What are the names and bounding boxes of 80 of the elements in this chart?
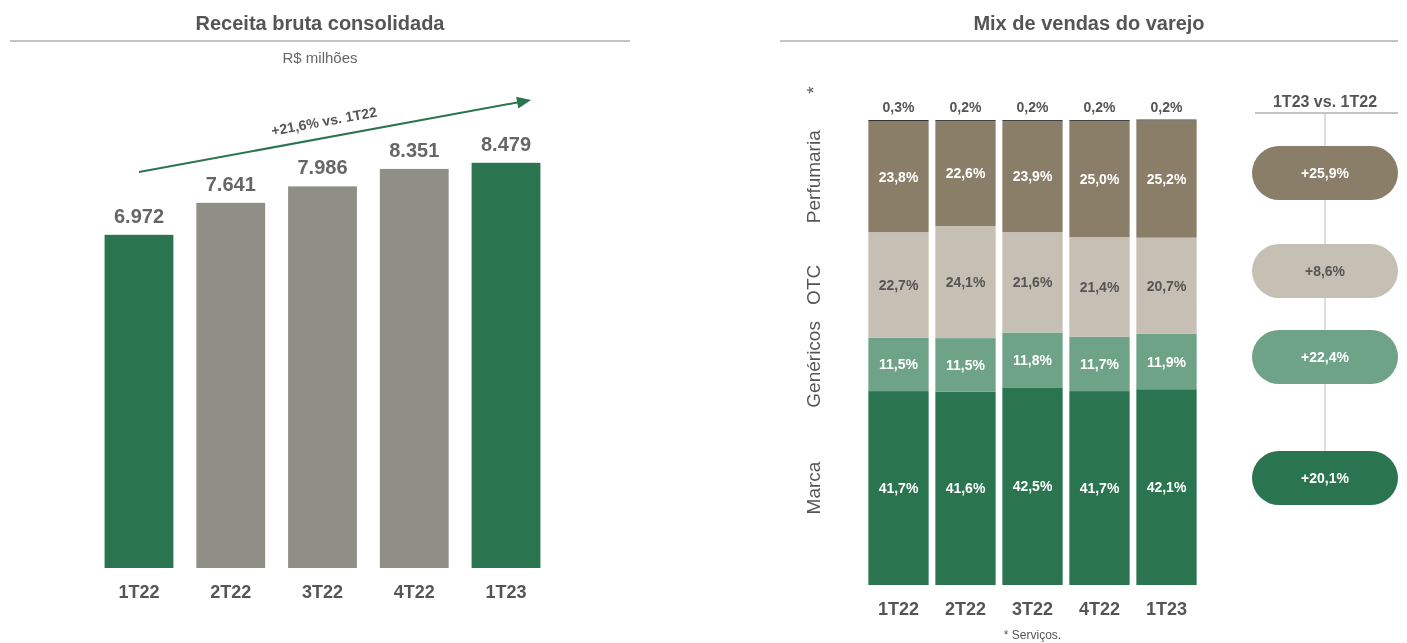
data-label: 11,5% bbox=[946, 356, 986, 373]
x-tick-label: 1T23 bbox=[1145, 598, 1188, 619]
data-label: 0,3% bbox=[882, 99, 915, 115]
bar bbox=[1002, 120, 1063, 233]
bar bbox=[1136, 120, 1197, 238]
bar bbox=[868, 391, 929, 585]
bar bbox=[1069, 237, 1130, 337]
data-label: 8.351 bbox=[389, 138, 440, 161]
data-label: 41,7% bbox=[878, 480, 919, 497]
chart-title: Receita bruta consolidada bbox=[195, 12, 446, 34]
text: * bbox=[803, 85, 824, 94]
bar bbox=[1136, 333, 1197, 390]
data-label: 11,5% bbox=[879, 356, 919, 373]
data-label: 21,4% bbox=[1079, 278, 1120, 295]
text: OTC bbox=[803, 264, 824, 305]
bar bbox=[868, 232, 929, 338]
data-label: 8.479 bbox=[480, 132, 532, 155]
data-label: 0,2% bbox=[1150, 98, 1183, 115]
chart-title: Mix de vendas do varejo bbox=[973, 12, 1205, 34]
data-label: 41,7% bbox=[1079, 480, 1120, 497]
data-label: 41,6% bbox=[945, 480, 986, 497]
bar bbox=[1069, 120, 1130, 238]
x-tick-label: 1T22 bbox=[877, 598, 920, 619]
data-label: 20,7% bbox=[1146, 277, 1187, 294]
data-label: 23,9% bbox=[1012, 168, 1053, 185]
data-label: 42,1% bbox=[1146, 479, 1187, 496]
data-label: 42,5% bbox=[1012, 478, 1053, 495]
data-label: 7.986 bbox=[297, 156, 348, 179]
text: +22,4% bbox=[1301, 349, 1350, 365]
bar bbox=[868, 121, 929, 233]
bar bbox=[935, 391, 996, 585]
data-label: 0,2% bbox=[949, 99, 982, 115]
bar bbox=[1069, 391, 1130, 585]
x-tick-label: 3T22 bbox=[301, 581, 344, 602]
bar bbox=[1136, 389, 1197, 585]
data-label: 6.972 bbox=[113, 204, 165, 227]
text: +8,6% bbox=[1304, 263, 1346, 279]
data-label: 23,8% bbox=[878, 168, 919, 185]
data-label: 21,6% bbox=[1012, 274, 1053, 291]
bar bbox=[288, 186, 357, 568]
data-label: 24,1% bbox=[945, 274, 986, 291]
bar bbox=[1136, 237, 1197, 334]
bar bbox=[868, 337, 929, 392]
text: +20,1% bbox=[1301, 470, 1350, 486]
data-label: 7.641 bbox=[205, 172, 256, 195]
text: +25,9% bbox=[1301, 165, 1350, 181]
text: Marca bbox=[803, 461, 824, 515]
bar bbox=[935, 120, 996, 227]
text: Perfumaria bbox=[803, 129, 824, 224]
text: * Serviços. bbox=[1003, 628, 1062, 642]
x-tick-label: 1T22 bbox=[118, 581, 160, 602]
data-label: 22,6% bbox=[945, 165, 986, 182]
x-tick-label: 4T22 bbox=[1078, 598, 1121, 619]
bar bbox=[104, 234, 174, 568]
data-label: 11,8% bbox=[1013, 351, 1053, 368]
text: +21,6% vs. 1T22 bbox=[270, 103, 379, 139]
bar bbox=[379, 168, 449, 568]
bar bbox=[935, 226, 996, 339]
text: 1T23 vs. 1T22 bbox=[1272, 93, 1378, 110]
bar bbox=[1002, 332, 1063, 388]
data-label: 22,7% bbox=[878, 276, 919, 293]
data-label: 11,9% bbox=[1147, 353, 1187, 370]
data-label: 0,2% bbox=[1083, 99, 1116, 115]
data-label: 11,7% bbox=[1080, 355, 1120, 372]
x-tick-label: 2T22 bbox=[210, 581, 252, 602]
bar bbox=[196, 202, 266, 568]
bar bbox=[935, 338, 996, 392]
x-tick-label: 2T22 bbox=[944, 598, 987, 619]
data-label: 25,2% bbox=[1146, 171, 1187, 188]
x-tick-label: 4T22 bbox=[393, 581, 435, 602]
bar bbox=[1069, 336, 1130, 392]
bar bbox=[471, 162, 541, 568]
data-label: 0,2% bbox=[1016, 99, 1049, 115]
bar bbox=[1002, 387, 1063, 585]
chart-subtitle: R$ milhões bbox=[282, 49, 358, 66]
x-tick-label: 1T23 bbox=[485, 581, 527, 602]
data-label: 25,0% bbox=[1079, 171, 1120, 188]
x-tick-label: 3T22 bbox=[1011, 598, 1054, 619]
bar bbox=[1002, 232, 1063, 333]
text: Genéricos bbox=[803, 321, 824, 408]
